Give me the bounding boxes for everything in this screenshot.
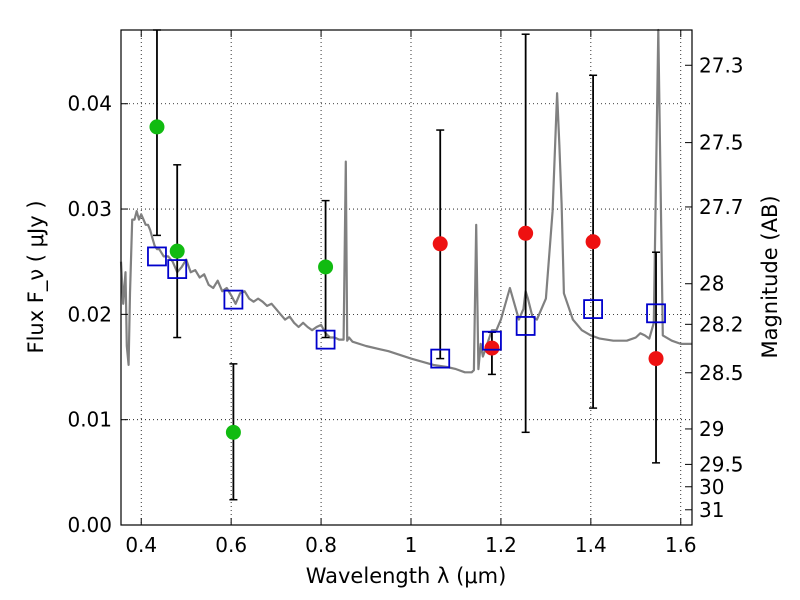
x-tick-label: 0.4: [125, 533, 157, 557]
model-photometry-square: [223, 289, 244, 310]
x-tick-label: 0.8: [305, 533, 337, 557]
magnitude-tick-label: 28: [699, 272, 724, 296]
magnitude-tick-label: 27.7: [699, 195, 744, 219]
model-photometry-square: [167, 259, 188, 279]
red-data-point: [518, 225, 534, 241]
y-tick-label: 0.01: [67, 408, 112, 432]
green-data-point: [225, 424, 241, 440]
model-spectrum-layer: [119, 28, 692, 374]
x-tick-label: 1.2: [485, 533, 517, 557]
data-point-layer: [147, 119, 666, 440]
model-photometry-square: [315, 329, 336, 350]
model-photometry-square: [646, 303, 666, 324]
model-photometry-square: [482, 330, 502, 351]
y-axis-label: Flux F_ν ( μJy ): [24, 200, 49, 353]
plot-frame: [120, 29, 693, 526]
model-photometry-square: [430, 348, 451, 369]
magnitude-tick-label: 30: [699, 475, 724, 499]
x-axis-label: Wavelength λ (μm): [306, 564, 507, 588]
model-photometry-square: [515, 316, 536, 336]
x-tick-label: 1.4: [575, 533, 607, 557]
y-tick-label: 0.02: [67, 302, 112, 326]
red-data-point: [432, 236, 448, 252]
magnitude-tick-label: 27.5: [699, 131, 744, 155]
axis-ticks: 0.4 0.6 0.8 1 1.2 1.4 1.6 0.00 0.01 0.02 0.03 0.04 2…: [67, 30, 744, 557]
magnitude-tick-label: 29: [699, 417, 724, 441]
red-data-point: [585, 234, 601, 250]
green-data-point: [149, 119, 165, 135]
magnitude-tick-label: 27.3: [699, 53, 744, 77]
green-data-point: [318, 259, 334, 275]
magnitude-tick-label: 31: [699, 498, 724, 522]
y-tick-label: 0.03: [67, 197, 112, 221]
x-tick-label: 0.6: [215, 533, 247, 557]
grid: [121, 30, 692, 525]
red-data-point: [484, 340, 500, 356]
magnitude-tick-label: 28.5: [699, 361, 744, 385]
model-photometry-square: [147, 246, 167, 267]
y-tick-label: 0.00: [67, 513, 112, 537]
magnitude-tick-label: 29.5: [699, 452, 744, 476]
magnitude-axis-label: Magnitude (AB): [758, 195, 782, 358]
green-data-point: [169, 243, 185, 259]
x-tick-label: 1.6: [665, 533, 697, 557]
red-data-point: [648, 351, 664, 367]
x-tick-label: 1: [405, 533, 418, 557]
axis-labels: Wavelength λ (μm) Flux F_ν ( μJy ) Magni…: [24, 195, 782, 588]
model-spectrum-line: [119, 28, 692, 374]
model-photometry-square: [583, 299, 603, 319]
y-tick-label: 0.04: [67, 92, 112, 116]
magnitude-tick-label: 28.2: [699, 312, 744, 336]
